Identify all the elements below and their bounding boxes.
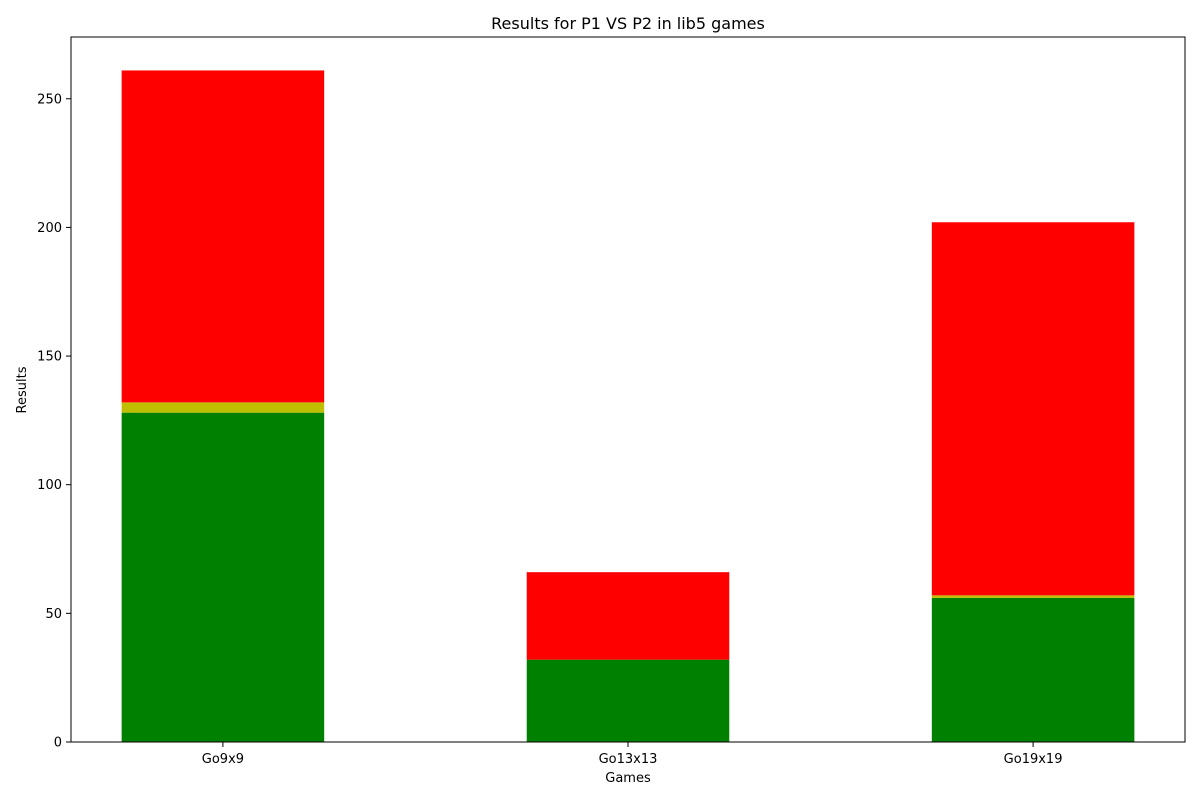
y-tick-label: 150	[37, 350, 62, 365]
y-tick-label: 0	[54, 736, 62, 751]
bar-segment-go9x9-2	[121, 70, 325, 403]
bars-layer	[121, 70, 1135, 742]
bar-segment-go13x13-2	[526, 572, 730, 660]
y-tick-label: 200	[37, 221, 62, 236]
x-axis: Go9x9 Go13x13 Go19x19	[202, 742, 1063, 767]
bar-segment-go9x9-1	[121, 402, 325, 413]
chart-title: Results for P1 VS P2 in lib5 games	[491, 14, 765, 33]
x-tick-label: Go13x13	[599, 752, 658, 767]
y-axis-label: Results	[15, 366, 30, 413]
bar-segment-go13x13-0	[526, 659, 730, 742]
y-axis: 0 50 100 150 200 250	[37, 92, 71, 751]
bar-segment-go19x19-2	[931, 222, 1135, 596]
x-tick-label: Go9x9	[202, 752, 244, 767]
y-tick-label: 50	[45, 607, 62, 622]
x-axis-label: Games	[605, 771, 651, 786]
x-tick-label: Go19x19	[1004, 752, 1063, 767]
y-tick-label: 250	[37, 92, 62, 107]
y-tick-label: 100	[37, 478, 62, 493]
bar-segment-go19x19-1	[931, 595, 1135, 598]
bar-segment-go19x19-0	[931, 597, 1135, 742]
bar-segment-go9x9-0	[121, 412, 325, 742]
